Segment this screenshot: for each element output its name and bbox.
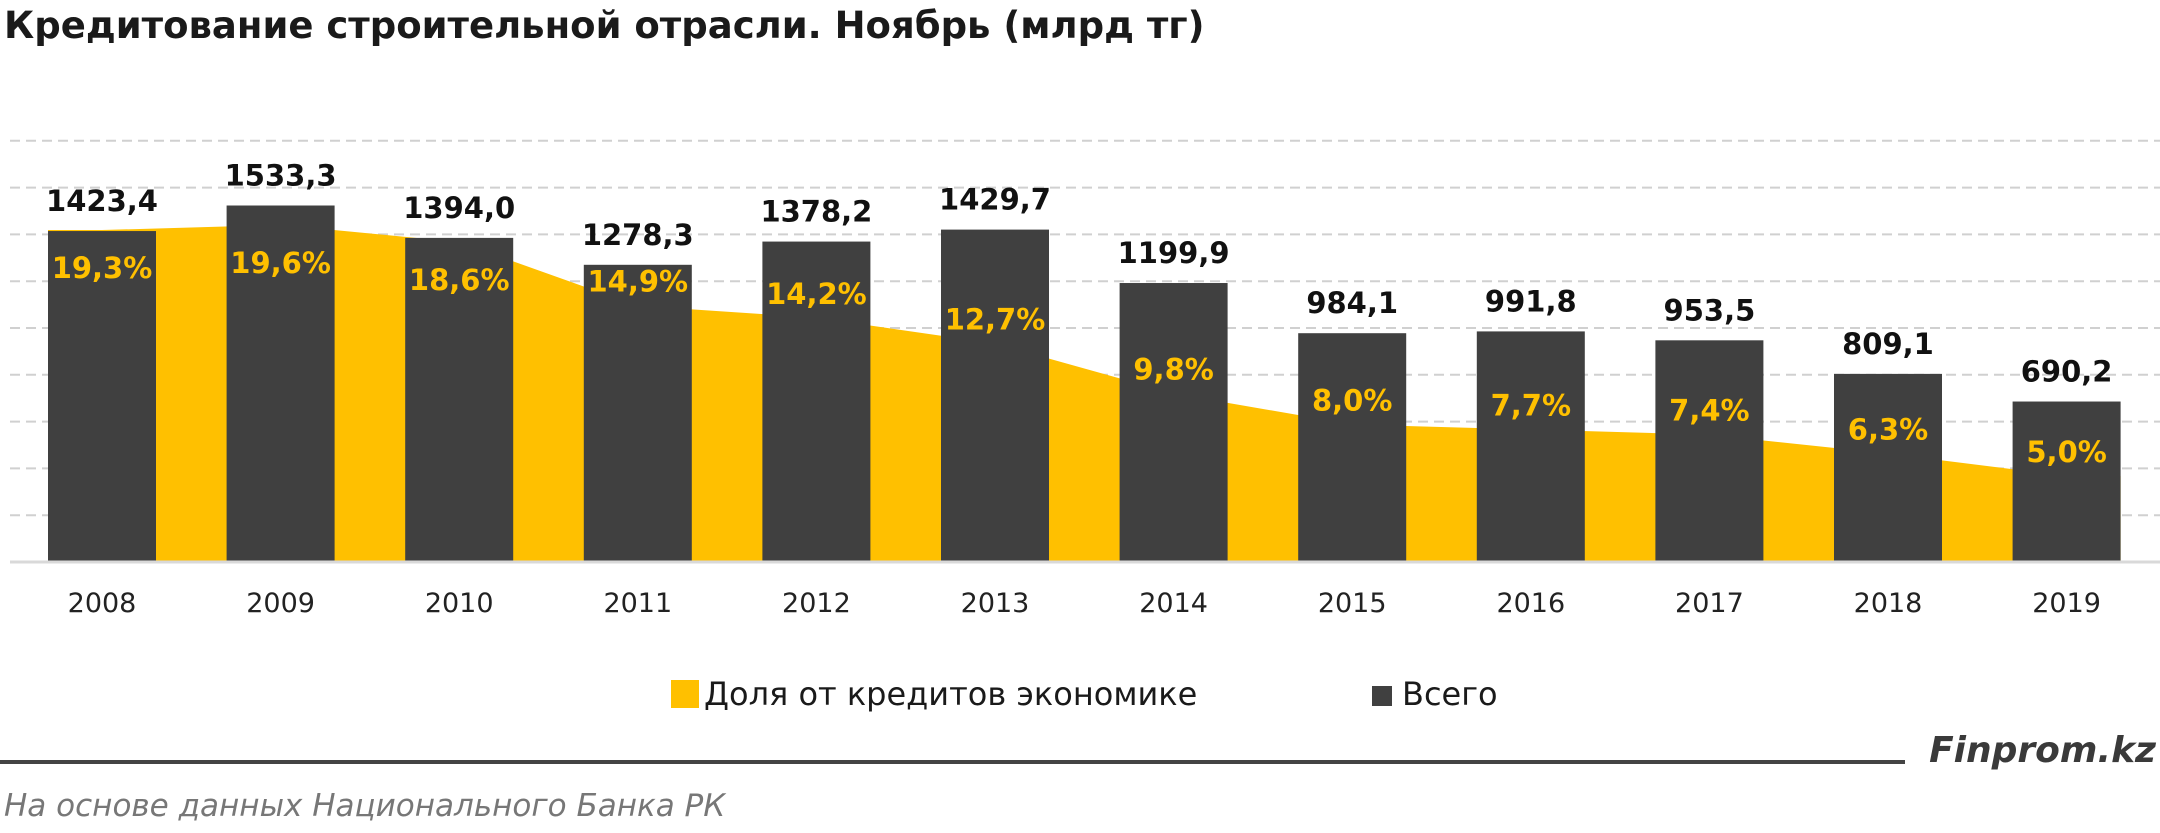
x-tick-label: 2016 xyxy=(1496,588,1565,619)
area-share-of-economy-loans xyxy=(48,224,2121,562)
x-tick-label: 2008 xyxy=(68,588,137,619)
chart-title: Кредитование строительной отрасли. Ноябр… xyxy=(4,4,1205,47)
x-tick-label: 2015 xyxy=(1318,588,1387,619)
footer-divider xyxy=(0,760,1905,764)
legend-swatch-area xyxy=(671,680,699,708)
share-value-label: 7,7% xyxy=(1491,389,1571,423)
bar-2009 xyxy=(226,205,335,562)
bar-2015 xyxy=(1298,333,1407,562)
x-tick-label: 2018 xyxy=(1854,588,1923,619)
share-value-label: 19,6% xyxy=(230,246,331,280)
x-tick-label: 2011 xyxy=(603,588,672,619)
data-labels: 1423,4 1533,3 1394,0 1278,3 1378,2 1429,7 1199… xyxy=(46,159,2112,469)
x-tick-label: 2009 xyxy=(246,588,315,619)
x-tick-label: 2019 xyxy=(2032,588,2101,619)
share-value-label: 14,2% xyxy=(766,277,867,311)
x-tick-label: 2014 xyxy=(1139,588,1208,619)
x-tick-label: 2010 xyxy=(425,588,494,619)
bar-value-label: 1199,9 xyxy=(1118,236,1230,270)
share-value-label: 14,9% xyxy=(587,265,688,299)
share-value-label: 12,7% xyxy=(945,303,1046,337)
bar-value-label: 1278,3 xyxy=(582,218,694,252)
share-value-label: 18,6% xyxy=(409,263,510,297)
x-tick-label: 2017 xyxy=(1675,588,1744,619)
bars-total xyxy=(48,205,2121,563)
bar-2017 xyxy=(1655,340,1764,562)
bar-2014 xyxy=(1119,283,1228,562)
x-tick-label: 2012 xyxy=(782,588,851,619)
bar-value-label: 809,1 xyxy=(1842,327,1934,361)
bar-2012 xyxy=(762,241,871,563)
x-tick-label: 2013 xyxy=(961,588,1030,619)
bar-value-label: 1423,4 xyxy=(46,184,158,218)
share-value-label: 9,8% xyxy=(1133,352,1213,386)
legend-label-bars: Всего xyxy=(1402,675,1498,713)
bar-2008 xyxy=(48,231,156,562)
legend: Доля от кредитов экономике Всего xyxy=(671,675,1498,713)
bar-2018 xyxy=(1834,373,1942,562)
share-value-label: 6,3% xyxy=(1848,413,1928,447)
bar-value-label: 1394,0 xyxy=(403,191,515,225)
legend-label-area: Доля от кредитов экономике xyxy=(704,675,1197,713)
bar-value-label: 1378,2 xyxy=(760,195,872,229)
bar-value-label: 690,2 xyxy=(2021,355,2113,389)
bar-2016 xyxy=(1476,331,1585,562)
brand-logo: Finprom.kz xyxy=(1929,730,2156,771)
bar-value-label: 1533,3 xyxy=(225,159,337,193)
bar-value-label: 991,8 xyxy=(1485,284,1577,318)
share-value-label: 5,0% xyxy=(2026,435,2106,469)
bar-2013 xyxy=(941,229,1049,562)
x-axis-ticks: 2008 2009 2010 2011 2012 2013 2014 2015 2016 2017… xyxy=(68,588,2101,619)
share-value-label: 8,0% xyxy=(1312,383,1392,417)
legend-swatch-bars xyxy=(1372,686,1392,706)
bar-value-label: 953,5 xyxy=(1664,293,1756,327)
share-value-label: 19,3% xyxy=(52,251,153,285)
bar-2011 xyxy=(583,264,692,562)
chart: 1423,4 1533,3 1394,0 1278,3 1378,2 1429,7 1199… xyxy=(10,139,2160,713)
source-note: На основе данных Национального Банка РК xyxy=(4,788,726,824)
bar-2019 xyxy=(2012,401,2121,562)
share-value-label: 7,4% xyxy=(1669,394,1749,428)
bar-2010 xyxy=(405,237,514,562)
bar-value-label: 984,1 xyxy=(1306,286,1398,320)
bar-value-label: 1429,7 xyxy=(939,183,1051,217)
